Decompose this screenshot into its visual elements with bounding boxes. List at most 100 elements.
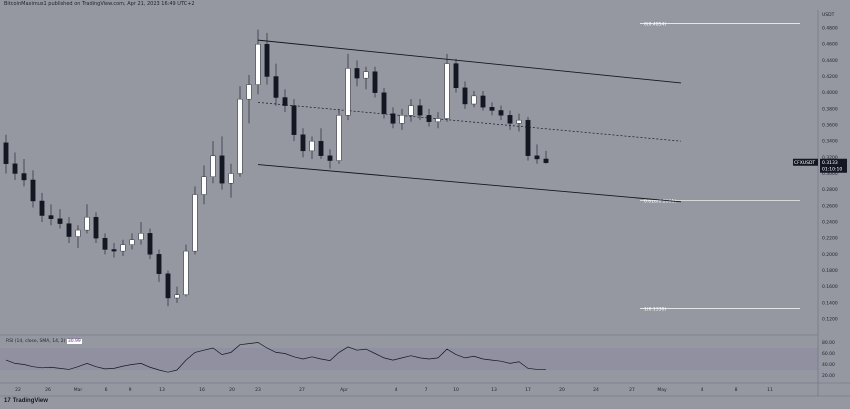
trendline-support	[257, 164, 682, 203]
rsi-line	[5, 342, 546, 373]
time-tick-label: 23	[255, 387, 261, 393]
price-tick-label: 0.2200	[822, 236, 838, 242]
price-tick-label: 0.1600	[822, 284, 838, 290]
candle-up	[471, 95, 477, 105]
candle-up	[408, 105, 414, 116]
candle-up	[336, 115, 342, 161]
time-tick-label: 4	[701, 387, 704, 393]
rsi-label: RSI (14, close, SMA, 14, 2)	[6, 339, 66, 344]
time-tick-label: 16	[199, 387, 205, 393]
price-tag-symbol-bg	[793, 158, 818, 166]
candle-down	[462, 87, 468, 105]
price-tick-label: 0.1200	[822, 317, 838, 323]
candle-up	[237, 98, 243, 174]
candle-down	[372, 71, 378, 93]
fib-levels: 0(0.4854) 0.618(0.2665) 1(0.1330)	[640, 22, 800, 312]
candle-down	[165, 273, 171, 299]
candle-up	[399, 115, 405, 124]
price-tick-label: 0.1400	[822, 300, 838, 306]
rsi-legend[interactable]: RSI (14, close, SMA, 14, 2) 30.99	[6, 339, 82, 344]
candle-down	[111, 249, 117, 252]
price-tick-label: 0.3600	[822, 123, 838, 129]
trendlines	[257, 39, 682, 203]
fib-label: 1(0.1330)	[644, 306, 666, 312]
price-tick-label: 0.3000	[822, 171, 838, 177]
candle-up	[345, 68, 351, 116]
price-axis[interactable]: 0.4800 0.4600 0.4400 0.4200 0.4000 0.3800 0.36…	[822, 26, 838, 323]
time-tick-label: 20	[229, 387, 235, 393]
time-tick-label: 6	[105, 387, 108, 393]
time-tick-label: 10	[453, 387, 459, 393]
candle-down	[66, 223, 72, 237]
candle-down	[282, 97, 288, 106]
candle-down	[48, 215, 54, 219]
candle-up	[138, 233, 144, 240]
price-tick-label: 0.2800	[822, 187, 838, 193]
candle-up	[363, 71, 369, 79]
time-tick-label: 11	[767, 387, 773, 393]
time-tick-label: 26	[45, 387, 51, 393]
candle-down	[525, 119, 531, 156]
candle-up	[255, 43, 261, 85]
candle-down	[327, 155, 333, 161]
main-pane	[0, 10, 818, 335]
candle-down	[30, 179, 36, 202]
time-tick-label: 27	[629, 387, 635, 393]
candle-down	[489, 107, 495, 111]
candle-down	[507, 115, 513, 124]
candle-down	[480, 95, 486, 108]
candle-up	[183, 250, 189, 295]
tradingview-brand: 17 TradingView	[4, 398, 48, 404]
rsi-tick-label: 60.00	[822, 351, 835, 357]
time-tick-label: 13	[491, 387, 497, 393]
candle-down	[3, 142, 9, 165]
price-tick-label: 0.4400	[822, 58, 838, 64]
candle-up	[174, 294, 180, 299]
time-tick-label: 9	[129, 387, 132, 393]
candle-down	[21, 173, 27, 181]
candle-up	[75, 229, 81, 237]
candle-down	[417, 105, 423, 116]
price-tick-label: 0.3800	[822, 106, 838, 112]
candle-down	[426, 115, 432, 122]
candle-up	[309, 140, 315, 152]
rsi-band	[0, 348, 818, 370]
time-tick-label: 20	[559, 387, 565, 393]
candle-down	[39, 200, 45, 216]
candle-down	[381, 92, 387, 114]
time-tick-label: 24	[593, 387, 599, 393]
price-tick-label: 0.2400	[822, 220, 838, 226]
time-tick-label: 17	[525, 387, 531, 393]
candle-down	[264, 43, 270, 77]
candle-down	[219, 155, 225, 184]
candle-down	[93, 216, 99, 239]
published-header: BitcoinMaximus1 published on TradingView…	[4, 1, 195, 7]
price-tick-label: 0.4800	[822, 26, 838, 32]
candle-up	[84, 216, 90, 231]
price-tick-label: 0.2600	[822, 203, 838, 209]
candle-down	[102, 237, 108, 250]
candle-up	[444, 63, 450, 119]
candle-down	[390, 113, 396, 124]
trendline-midline	[257, 102, 682, 142]
price-tag-countdown: 01:10:10	[822, 167, 842, 173]
candle-down	[498, 110, 504, 116]
candle-down	[12, 163, 18, 174]
candle-down	[291, 105, 297, 135]
candle-down	[156, 254, 162, 274]
price-tag-value-bg	[820, 158, 847, 173]
time-tick-label: 13	[159, 387, 165, 393]
candle-up	[516, 119, 522, 124]
candle-down	[273, 76, 279, 98]
candle-up	[246, 84, 252, 100]
time-tick-label: Apr	[340, 387, 348, 393]
candle-up	[210, 155, 216, 177]
time-tick-label: 7	[425, 387, 428, 393]
time-tick-label: 27	[299, 387, 305, 393]
time-axis[interactable]: 22 26 Mar 6 9 13 16 20 23 27 Apr 4 7 10 13 17 20 24 27 May 4…	[15, 387, 773, 393]
tradingview-logo-icon: 17	[4, 398, 11, 404]
candle-up	[129, 239, 135, 245]
price-tick-label: 0.3200	[822, 155, 838, 161]
price-tag-value: 0.3133	[822, 160, 838, 166]
